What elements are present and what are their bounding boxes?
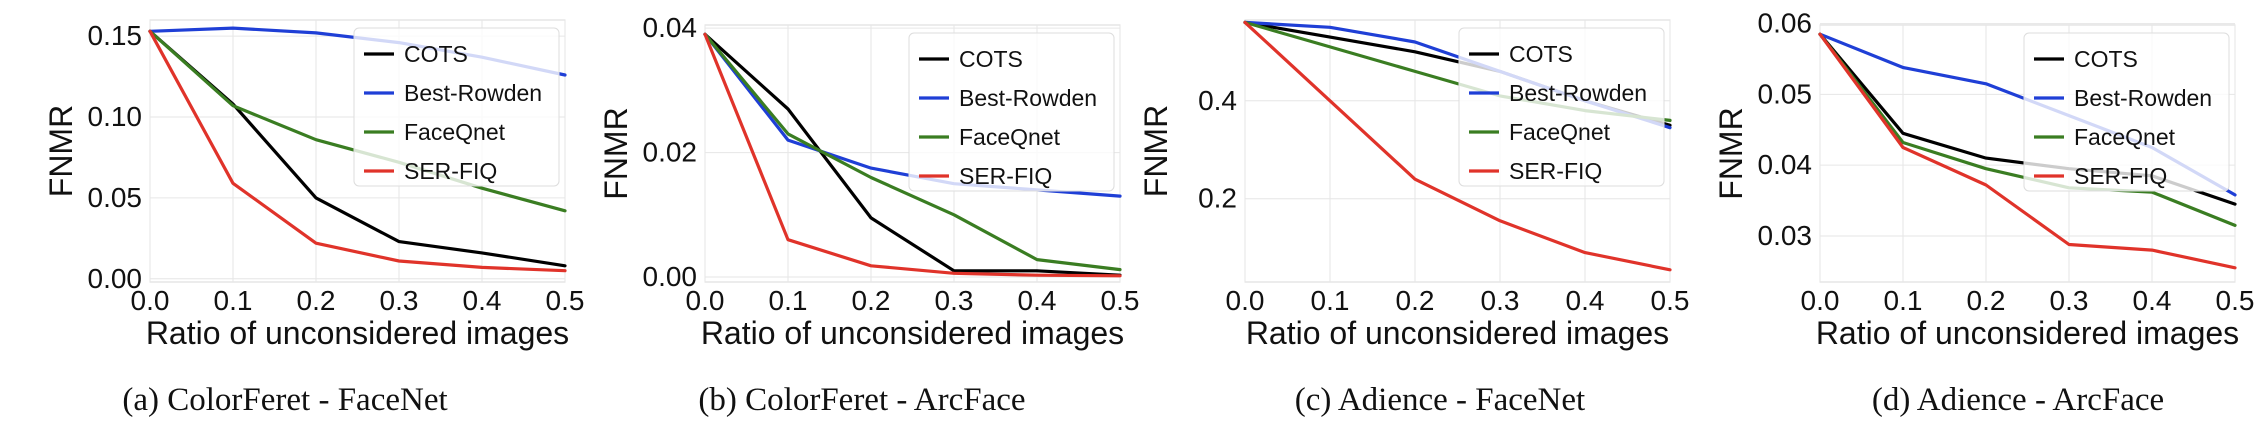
x-tick-label: 0.1 <box>769 285 808 316</box>
caption-b: (b) ColorFeret - ArcFace <box>698 382 1025 418</box>
x-tick-label: 0.3 <box>1481 285 1520 316</box>
caption-c: (c) Adience - FaceNet <box>1295 382 1585 418</box>
x-axis-label: Ratio of unconsidered images <box>146 315 569 351</box>
legend: COTS Best-Rowden FaceQnet SER-FIQ <box>1458 27 1665 187</box>
legend-box <box>908 32 1115 192</box>
y-axis-label: FNMR <box>43 105 79 197</box>
legend-label-ser-fiq: SER-FIQ <box>959 163 1052 189</box>
x-tick-label: 0.2 <box>297 285 336 316</box>
x-tick-label: 0.3 <box>380 285 419 316</box>
y-tick-label: 0.00 <box>88 263 143 294</box>
legend-label-faceqnet: FaceQnet <box>1509 119 1611 145</box>
y-tick-label: 0.06 <box>1758 8 1813 39</box>
y-tick-label: 0.04 <box>643 12 698 43</box>
x-tick-label: 0.1 <box>214 285 253 316</box>
x-tick-label: 0.4 <box>1566 285 1605 316</box>
x-tick-label: 0.5 <box>546 285 585 316</box>
x-tick-label: 0.0 <box>686 285 725 316</box>
chart-1: 0.0 0.1 0.2 0.3 0.4 0.5 0.00 0.05 0.10 0.15 Ratio … <box>43 19 585 351</box>
legend-label-best-rowden: Best-Rowden <box>959 85 1097 111</box>
y-tick-label: 0.05 <box>1758 78 1813 109</box>
y-axis-label: FNMR <box>598 107 634 199</box>
series-line-faceqnet <box>703 32 1122 272</box>
legend-label-best-rowden: Best-Rowden <box>404 80 542 106</box>
x-tick-label: 0.2 <box>852 285 891 316</box>
series-line-ser-fiq <box>1818 32 2237 270</box>
legend-label-best-rowden: Best-Rowden <box>1509 80 1647 106</box>
legend-label-faceqnet: FaceQnet <box>404 119 506 145</box>
x-tick-label: 0.5 <box>2216 285 2255 316</box>
legend-label-cots: COTS <box>959 46 1023 72</box>
x-tick-label: 0.5 <box>1101 285 1140 316</box>
legend-box <box>1458 27 1665 187</box>
y-tick-label: 0.03 <box>1758 220 1813 251</box>
legend-label-ser-fiq: SER-FIQ <box>2074 163 2167 189</box>
x-tick-label: 0.0 <box>131 285 170 316</box>
x-tick-label: 0.2 <box>1396 285 1435 316</box>
series-line-ser-fiq <box>148 29 567 273</box>
x-tick-label: 0.4 <box>1018 285 1057 316</box>
x-tick-label: 0.1 <box>1884 285 1923 316</box>
legend-label-cots: COTS <box>1509 41 1573 67</box>
x-tick-label: 0.3 <box>2050 285 2089 316</box>
series-line-ser-fiq <box>703 32 1122 278</box>
chart-2: 0.0 0.1 0.2 0.3 0.4 0.5 0.00 0.02 0.04 Ratio of u… <box>598 12 1139 351</box>
legend-box <box>2023 32 2230 192</box>
caption-d: (d) Adience - ArcFace <box>1872 382 2164 418</box>
y-tick-label: 0.02 <box>643 137 698 168</box>
x-tick-label: 0.1 <box>1311 285 1350 316</box>
series-line-cots <box>703 32 1122 277</box>
caption-a: (a) ColorFeret - FaceNet <box>122 382 447 418</box>
legend: COTS Best-Rowden FaceQnet SER-FIQ <box>353 27 560 187</box>
y-tick-label: 0.4 <box>1198 85 1237 116</box>
x-tick-label: 0.5 <box>1651 285 1690 316</box>
y-tick-label: 0.2 <box>1198 183 1237 214</box>
y-tick-label: 0.15 <box>88 20 143 51</box>
legend: COTS Best-Rowden FaceQnet SER-FIQ <box>2023 32 2230 192</box>
y-tick-label: 0.04 <box>1758 149 1813 180</box>
legend-label-ser-fiq: SER-FIQ <box>1509 158 1602 184</box>
legend-label-cots: COTS <box>2074 46 2138 72</box>
legend-box <box>353 27 560 187</box>
y-tick-label: 0.05 <box>88 182 143 213</box>
y-axis-label: FNMR <box>1138 105 1174 197</box>
chart-panels: 0.0 0.1 0.2 0.3 0.4 0.5 0.00 0.05 0.10 0.15 Ratio … <box>43 8 2254 351</box>
x-tick-label: 0.4 <box>463 285 502 316</box>
y-tick-label: 0.00 <box>643 261 698 292</box>
x-tick-label: 0.2 <box>1967 285 2006 316</box>
legend-label-ser-fiq: SER-FIQ <box>404 158 497 184</box>
legend-label-faceqnet: FaceQnet <box>959 124 1061 150</box>
y-tick-label: 0.10 <box>88 101 143 132</box>
x-tick-label: 0.0 <box>1226 285 1265 316</box>
series-line-ser-fiq <box>1243 20 1672 272</box>
legend: COTS Best-Rowden FaceQnet SER-FIQ <box>908 32 1115 192</box>
legend-label-cots: COTS <box>404 41 468 67</box>
x-tick-label: 0.4 <box>2133 285 2172 316</box>
x-tick-label: 0.3 <box>935 285 974 316</box>
x-axis-label: Ratio of unconsidered images <box>1246 315 1669 351</box>
legend-label-faceqnet: FaceQnet <box>2074 124 2176 150</box>
x-axis-label: Ratio of unconsidered images <box>701 315 1124 351</box>
x-axis-label: Ratio of unconsidered images <box>1816 315 2239 351</box>
chart-4: 0.0 0.1 0.2 0.3 0.4 0.5 0.03 0.04 0.05 0.06 Ratio … <box>1713 8 2254 351</box>
y-axis-label: FNMR <box>1713 107 1749 199</box>
legend-label-best-rowden: Best-Rowden <box>2074 85 2212 111</box>
x-tick-label: 0.0 <box>1801 285 1840 316</box>
